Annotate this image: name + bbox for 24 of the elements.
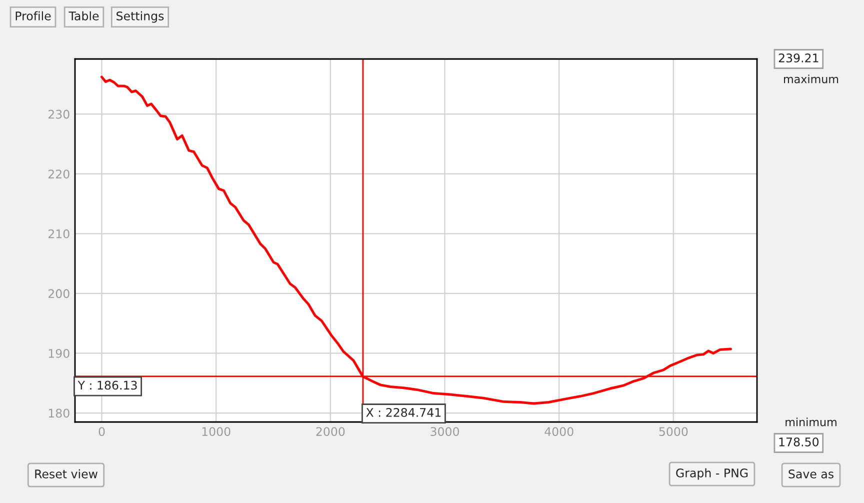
x-tick-label: 4000 — [544, 427, 574, 436]
y-tick-label: 210 — [48, 229, 70, 238]
x-tick-label: 0 — [98, 427, 105, 436]
x-tick-label: 5000 — [659, 427, 688, 436]
text: Graph - PNG — [676, 468, 748, 480]
text: 239.21 — [778, 53, 818, 62]
ref-line-label: X : 2284.741 — [366, 408, 441, 417]
text: maximum — [784, 74, 838, 84]
text: minimum — [786, 418, 836, 426]
x-tick-label: 3000 — [430, 427, 459, 436]
text: Reset view — [35, 469, 98, 478]
y-tick-label: 180 — [48, 408, 70, 418]
text: Profile — [16, 11, 51, 20]
x-tick-label: 1000 — [202, 427, 230, 436]
x-tick-label: 2000 — [316, 427, 345, 436]
y-tick-label: 220 — [48, 170, 70, 179]
y-tick-label: 200 — [48, 289, 70, 298]
text: Settings — [116, 11, 164, 23]
ref-line-label: Y : 186.13 — [78, 380, 137, 390]
y-tick-label: 190 — [48, 348, 70, 358]
text: 178.50 — [779, 437, 819, 446]
text: Table — [68, 11, 99, 20]
text: Save as — [788, 469, 834, 478]
y-tick-label: 230 — [48, 110, 70, 119]
